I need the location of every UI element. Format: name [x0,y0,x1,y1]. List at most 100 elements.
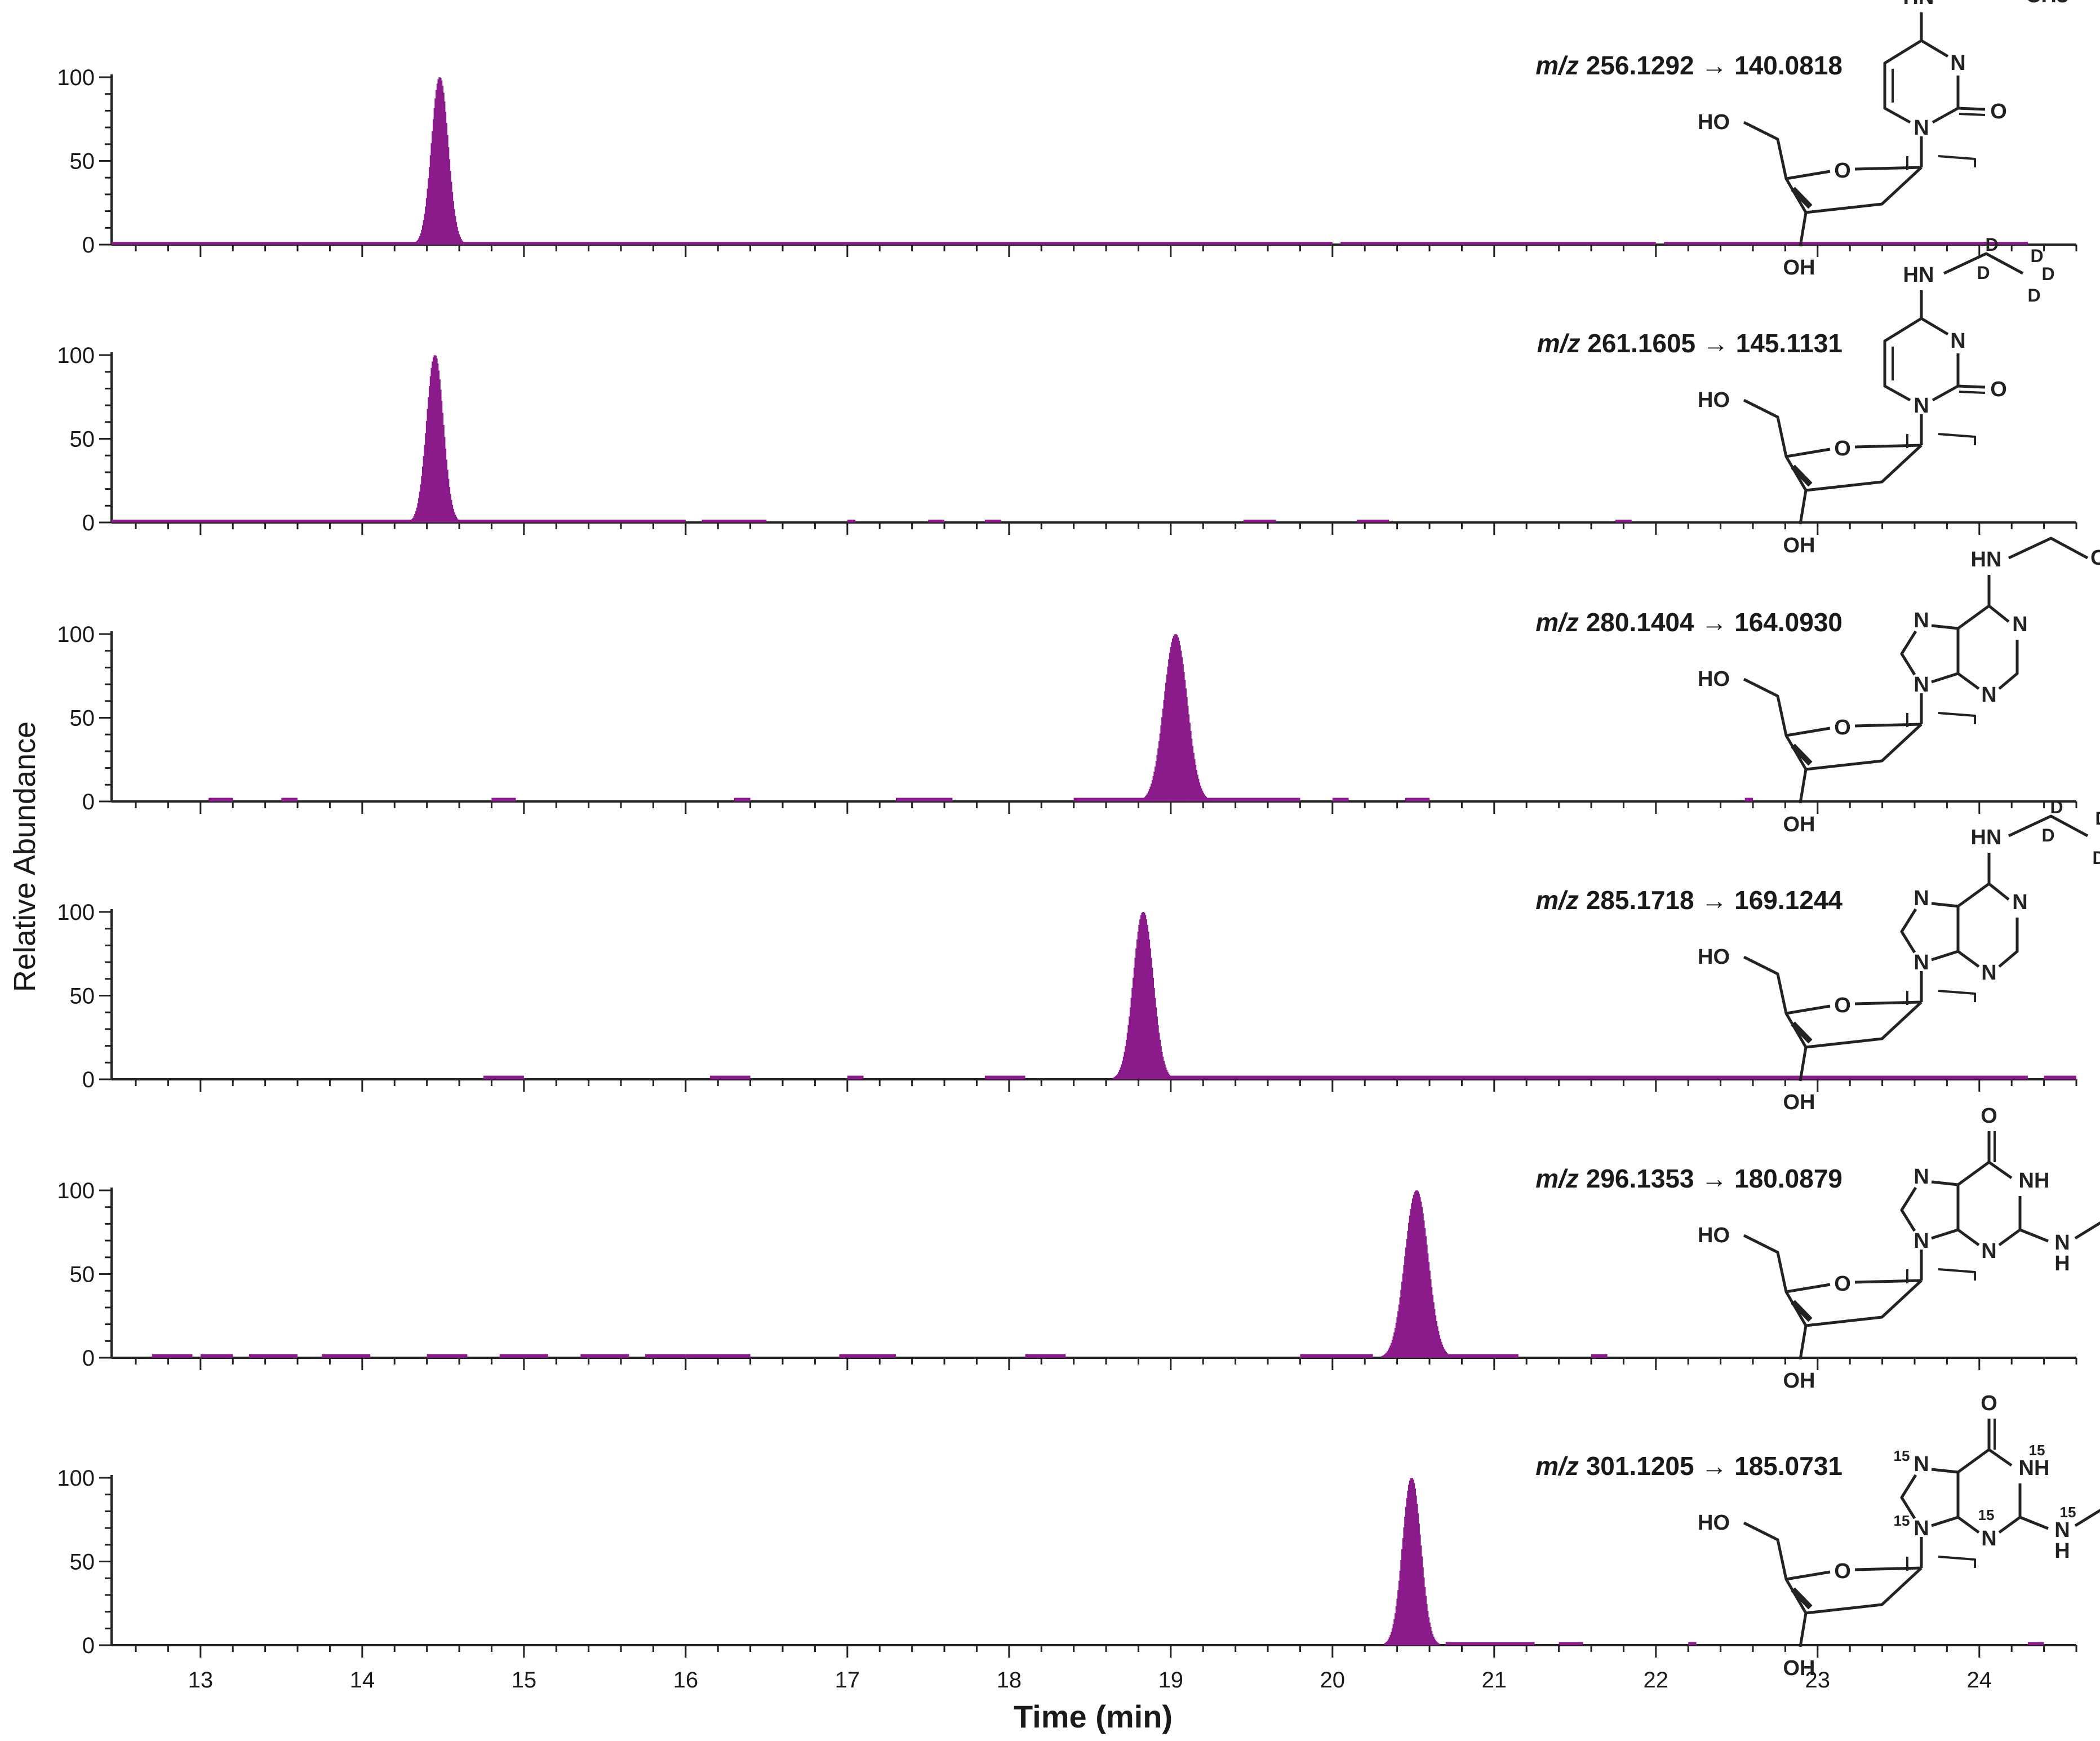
transition-label: m/z 280.1404 → 164.0930 [1535,608,1843,637]
transition-value: 285.1718 → 169.1244 [1579,885,1843,915]
ring-nitrogen-label: N [1913,394,1929,418]
x-tick-label: 17 [835,1668,860,1693]
baseline-bar [1340,242,1656,245]
x-tick-label: 24 [1967,1668,1992,1693]
carbonyl-oxygen-label: O [1990,100,2007,123]
transition-value: 296.1353 → 180.0879 [1579,1164,1843,1193]
x-tick-label: 16 [673,1668,699,1693]
ring-nitrogen-label: N [1913,673,1929,697]
x-tick-label: 20 [1320,1668,1346,1693]
amine-n-label: N [2054,1518,2070,1542]
ring-nitrogen-label: N [1981,961,1996,985]
baseline-bar [152,1354,193,1358]
mz-prefix: m/z [1535,1164,1579,1193]
sugar-ring-oxygen: O [1834,716,1851,739]
y-tick-label: 50 [70,1550,95,1575]
baseline-bar [702,520,767,522]
peak-bar [1209,799,1211,801]
baseline-bar [1744,798,1753,801]
baseline-bar [1025,1354,1066,1358]
baseline-bar [847,520,856,522]
amine-label: HN [1971,548,2002,572]
baseline-bar [112,520,686,522]
deuterium-label: D [2027,285,2040,305]
baseline-bar [208,798,233,801]
deuterium-label: D [2030,246,2043,266]
hydroxyl-3-label: OH [1783,813,1815,836]
isotope-label: 15 [1978,1507,1995,1523]
baseline-bar [839,1354,896,1358]
x-tick-label: 18 [997,1668,1022,1693]
x-tick-label: 21 [1482,1668,1507,1693]
y-tick-label: 100 [57,622,95,647]
isotope-label: 15 [1894,1447,1910,1464]
hydroxyl-5-label: HO [1698,667,1730,691]
ring-nitrogen-label: N [2012,891,2027,914]
mz-prefix: m/z [1535,51,1579,80]
baseline-bar [2027,1642,2044,1645]
methyl-label: CH3 [2090,546,2100,570]
baseline-bar [1405,798,1430,801]
chemical-structure: NNNNHNCH3OHOOH [1698,537,2100,836]
y-tick-label: 50 [70,1262,95,1287]
baseline-bar [1300,1354,1373,1358]
y-axis-label: Relative Abundance [8,721,42,992]
deuterium-label: D [2050,797,2063,817]
baseline-bar [645,1354,686,1358]
baseline-bar [112,242,1333,245]
baseline-bar [1591,1354,1608,1358]
y-tick-label: 50 [70,427,95,452]
peak-bar [1438,1643,1441,1645]
sugar-ring-oxygen: O [1834,994,1851,1017]
y-tick-label: 0 [82,1633,95,1658]
sugar-ring-oxygen: O [1834,1560,1851,1583]
ring-nitrogen-label: N [1950,329,1965,353]
peak-bar [459,521,461,522]
baseline-bar [1243,520,1276,522]
baseline-bar [928,520,945,522]
baseline-bar [1445,1642,1535,1645]
sugar-ring-oxygen: O [1834,159,1851,183]
ring-nitrogen-label: N [1913,1229,1929,1253]
baseline-bar [580,1354,629,1358]
baseline-bar [1688,1642,1697,1645]
deuterium-label: D [1977,263,1990,283]
baseline-bar [895,798,953,801]
baseline-bar [2044,1075,2076,1079]
amine-label: HN [1971,826,2002,849]
y-tick-label: 100 [57,900,95,925]
methyl-label: CH3 [2026,0,2068,7]
ring-nitrogen-label: N [1981,1527,1996,1550]
ring-nitrogen-label: N [1981,1239,1996,1263]
mz-prefix: m/z [1537,329,1580,358]
baseline-bar [1664,242,2028,245]
x-axis-label: Time (min) [1014,1699,1173,1734]
ring-nitrogen-label: N [1913,609,1929,632]
hydroxyl-3-label: OH [1783,1369,1815,1393]
transition-label: m/z 256.1292 → 140.0818 [1535,51,1843,80]
deuterium-label: D [2092,848,2100,868]
y-tick-label: 100 [57,1179,95,1203]
y-tick-label: 0 [82,1067,95,1092]
y-tick-label: 0 [82,233,95,258]
x-axis: 13 14 15 16 17 18 19 20 21 22 23 24 [188,1668,1992,1693]
transition-label: m/z 285.1718 → 169.1244 [1535,885,1843,915]
ring-nitrogen-label: N [1950,51,1965,75]
x-tick-label: 23 [1805,1668,1831,1693]
deuterium-label: D [2095,808,2100,829]
baseline-bar [248,1354,298,1358]
ring-nitrogen-label: N [2012,613,2027,636]
baseline-bar [1615,520,1632,522]
baseline-bar [1559,1642,1583,1645]
baseline-bar [734,798,751,801]
x-tick-label: 22 [1644,1668,1669,1693]
baseline-bar [685,1354,751,1358]
deuterium-label: D [2041,825,2054,845]
amine-n-label: N [2054,1231,2070,1255]
transition-value: 280.1404 → 164.0930 [1579,608,1843,637]
